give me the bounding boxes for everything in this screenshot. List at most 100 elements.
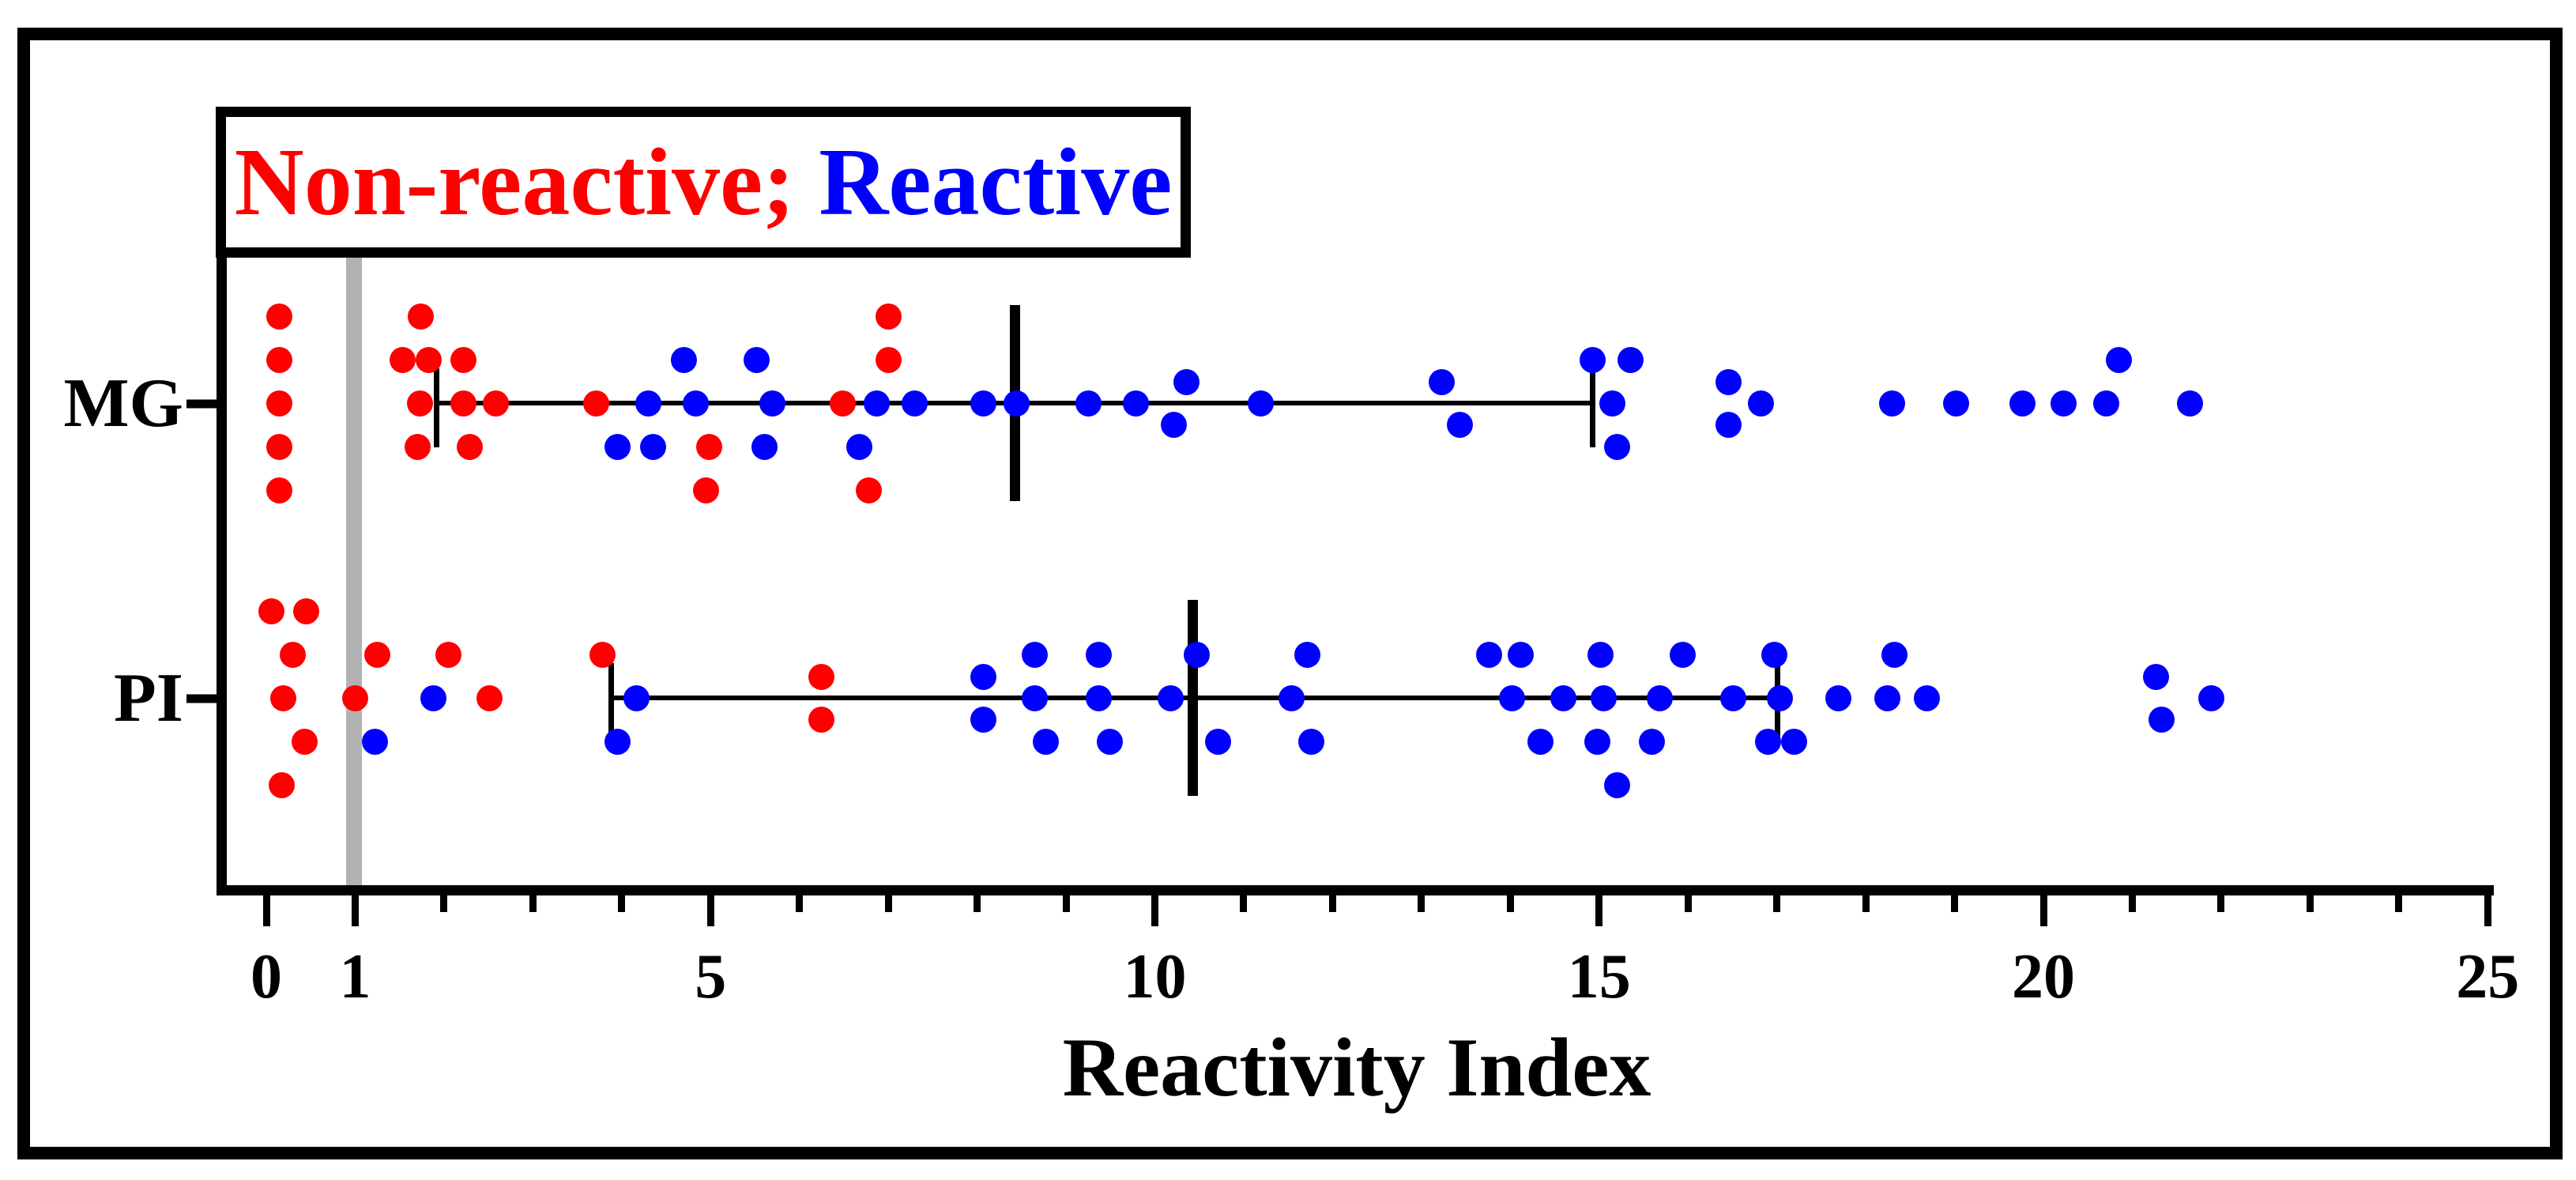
data-point-mg-reactive xyxy=(2009,390,2036,417)
data-point-mg-nonreactive xyxy=(266,346,293,373)
whisker-cap-high-mg xyxy=(1590,368,1596,447)
data-point-pi-reactive xyxy=(1587,641,1614,668)
x-minor-tick xyxy=(1684,895,1692,912)
data-point-pi-nonreactive xyxy=(341,684,368,711)
data-point-pi-reactive xyxy=(1294,641,1321,668)
cutoff-threshold-band xyxy=(346,258,362,886)
x-minor-tick xyxy=(618,895,626,912)
data-point-pi-reactive xyxy=(1096,728,1123,755)
data-point-pi-nonreactive xyxy=(268,771,295,798)
data-point-mg-reactive xyxy=(1075,390,1102,417)
legend: Non-reactive; Reactive xyxy=(216,107,1191,258)
data-point-mg-nonreactive xyxy=(266,477,293,503)
x-minor-tick xyxy=(1240,895,1248,912)
x-minor-tick xyxy=(2217,895,2225,912)
data-point-pi-reactive xyxy=(970,663,996,690)
data-point-pi-nonreactive xyxy=(280,641,307,668)
data-point-pi-reactive xyxy=(2149,706,2175,733)
data-point-pi-reactive xyxy=(1022,684,1049,711)
whisker-cap-low-pi xyxy=(608,663,614,742)
data-point-mg-nonreactive xyxy=(482,390,509,417)
data-point-mg-reactive xyxy=(2051,390,2077,417)
data-point-pi-reactive xyxy=(1780,728,1807,755)
y-tick-pi xyxy=(186,694,218,703)
x-axis-line xyxy=(217,885,2494,895)
legend-separator xyxy=(795,134,819,231)
data-point-pi-reactive xyxy=(1475,641,1502,668)
data-point-mg-reactive xyxy=(1160,411,1187,438)
data-point-mg-nonreactive xyxy=(875,303,902,330)
data-point-pi-reactive xyxy=(1825,684,1851,711)
center-bar-pi xyxy=(1188,600,1199,796)
data-point-pi-reactive xyxy=(1914,684,1941,711)
data-point-mg-reactive xyxy=(1715,368,1742,395)
data-point-pi-reactive xyxy=(1086,641,1113,668)
x-minor-tick xyxy=(2128,895,2136,912)
data-point-mg-reactive xyxy=(845,433,872,460)
x-major-tick xyxy=(1151,895,1158,926)
x-tick-label: 15 xyxy=(1567,942,1631,1012)
data-point-pi-nonreactive xyxy=(258,598,285,624)
data-point-pi-reactive xyxy=(1086,684,1113,711)
data-point-pi-nonreactive xyxy=(589,641,616,668)
x-major-tick xyxy=(262,895,270,926)
data-point-mg-nonreactive xyxy=(389,346,416,373)
data-point-mg-reactive xyxy=(1003,390,1030,417)
data-point-pi-reactive xyxy=(1646,684,1673,711)
y-axis-label-pi: PI xyxy=(114,660,183,737)
data-point-mg-nonreactive xyxy=(416,346,443,373)
data-point-mg-nonreactive xyxy=(695,433,722,460)
data-point-mg-nonreactive xyxy=(875,346,902,373)
data-point-mg-reactive xyxy=(604,433,631,460)
data-point-pi-reactive xyxy=(1603,771,1630,798)
data-point-pi-reactive xyxy=(1590,684,1617,711)
data-point-pi-reactive xyxy=(361,728,388,755)
data-point-mg-reactive xyxy=(1747,390,1774,417)
data-point-mg-nonreactive xyxy=(693,477,720,503)
figure-border xyxy=(17,28,2563,1159)
data-point-mg-reactive xyxy=(1603,433,1630,460)
data-point-pi-nonreactive xyxy=(808,706,835,733)
x-minor-tick xyxy=(1951,895,1959,912)
data-point-mg-reactive xyxy=(2093,390,2120,417)
x-minor-tick xyxy=(884,895,892,912)
data-point-mg-reactive xyxy=(671,346,697,373)
data-point-mg-reactive xyxy=(1446,411,1473,438)
data-point-mg-reactive xyxy=(751,433,778,460)
data-point-mg-reactive xyxy=(1580,346,1606,373)
data-point-pi-reactive xyxy=(2143,663,2170,690)
data-point-mg-reactive xyxy=(1715,411,1742,438)
data-point-mg-reactive xyxy=(1173,368,1200,395)
data-point-pi-reactive xyxy=(1032,728,1059,755)
x-tick-label: 10 xyxy=(1123,942,1187,1012)
data-point-pi-reactive xyxy=(1638,728,1665,755)
data-point-pi-nonreactive xyxy=(364,641,391,668)
data-point-mg-reactive xyxy=(2106,346,2133,373)
data-point-mg-reactive xyxy=(635,390,662,417)
data-point-pi-nonreactive xyxy=(435,641,462,668)
x-minor-tick xyxy=(440,895,448,912)
data-point-pi-reactive xyxy=(1761,641,1787,668)
y-axis-line xyxy=(217,111,227,895)
x-minor-tick xyxy=(1062,895,1070,912)
data-point-pi-reactive xyxy=(1720,684,1747,711)
data-point-mg-nonreactive xyxy=(582,390,609,417)
data-point-mg-nonreactive xyxy=(450,346,477,373)
data-point-mg-reactive xyxy=(2177,390,2204,417)
data-point-pi-reactive xyxy=(1754,728,1781,755)
x-minor-tick xyxy=(529,895,537,912)
data-point-pi-reactive xyxy=(970,706,996,733)
legend-nonreactive-label: Non-reactive; xyxy=(234,128,795,236)
data-point-pi-reactive xyxy=(1499,684,1526,711)
data-point-pi-reactive xyxy=(1527,728,1554,755)
legend-reactive-label: Reactive xyxy=(819,128,1173,236)
y-axis-label-mg: MG xyxy=(63,365,183,442)
data-point-pi-reactive xyxy=(1550,684,1577,711)
y-tick-mg xyxy=(186,399,218,409)
x-major-tick xyxy=(2484,895,2491,926)
x-minor-tick xyxy=(796,895,804,912)
data-point-mg-reactive xyxy=(1599,390,1626,417)
data-point-pi-reactive xyxy=(1204,728,1231,755)
data-point-mg-reactive xyxy=(1617,346,1644,373)
